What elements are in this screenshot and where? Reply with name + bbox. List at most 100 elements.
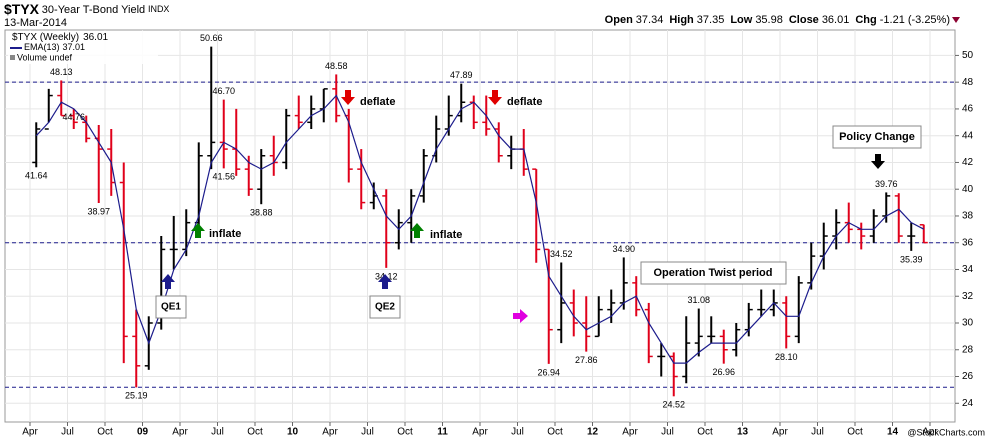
y-tick-label: 38	[962, 211, 974, 222]
point-label: 46.70	[212, 86, 235, 96]
ema-line	[35, 94, 925, 364]
quote: Open 37.34 High 37.35 Low 35.98 Close 36.01 Chg -…	[605, 14, 950, 26]
arrow-down	[871, 154, 885, 169]
quote-label: Close	[789, 14, 819, 26]
y-tick-label: 50	[962, 50, 974, 61]
date: 13-Mar-2014	[4, 17, 67, 29]
point-label: 25.19	[125, 391, 148, 401]
x-tick-label: Oct	[847, 427, 863, 438]
callout-box	[369, 295, 401, 319]
point-label: 41.56	[212, 172, 235, 182]
x-tick-label: Apr	[922, 427, 938, 438]
x-tick-label: Jul	[211, 427, 224, 438]
quote-value: 35.98	[755, 14, 783, 26]
x-tick-label: Jul	[61, 427, 74, 438]
x-tick-label: Jul	[361, 427, 374, 438]
x-tick-label: Oct	[547, 427, 563, 438]
callout: inflate	[430, 229, 462, 241]
exchange: INDX	[148, 4, 170, 14]
x-tick-label: Apr	[622, 427, 638, 438]
callout: QE2	[375, 302, 395, 313]
quote-pct: (-3.25%)	[908, 14, 950, 26]
x-tick-label: 13	[737, 427, 749, 438]
legend-name: EMA(13)	[24, 42, 60, 52]
x-tick-label: Apr	[22, 427, 38, 438]
x-tick-label: 11	[437, 427, 448, 438]
y-tick-label: 40	[962, 184, 974, 195]
arrow-up	[410, 223, 424, 238]
legend-last: 37.01	[63, 42, 86, 52]
point-label: 41.64	[25, 171, 48, 181]
legend-swatch	[10, 55, 15, 60]
arrow-down	[341, 90, 355, 105]
quote-value: -1.21	[880, 14, 905, 26]
arrow-up	[378, 274, 392, 289]
point-label: 34.90	[612, 244, 635, 254]
point-label: 50.66	[200, 33, 223, 43]
legend-name: $TYX (Weekly)	[12, 32, 79, 43]
y-tick-label: 28	[962, 344, 974, 355]
arrow-down	[488, 90, 502, 105]
point-label: 26.96	[712, 367, 735, 377]
y-tick-label: 42	[962, 157, 974, 168]
y-tick-label: 32	[962, 291, 974, 302]
down-triangle	[952, 17, 960, 23]
point-label: 48.58	[325, 61, 348, 71]
callout: QE1	[161, 302, 181, 313]
legend-entry: $TYX (Weekly) 36.01	[12, 32, 109, 43]
arrow-up	[191, 223, 205, 238]
y-tick-label: 46	[962, 104, 974, 115]
x-tick-label: 12	[587, 427, 599, 438]
x-tick-label: Jul	[661, 427, 674, 438]
y-tick-label: 24	[962, 398, 974, 409]
point-label: 34.52	[550, 249, 573, 259]
legend-entry: Volume undef	[17, 52, 73, 62]
x-tick-label: Oct	[247, 427, 263, 438]
x-tick-label: 14	[887, 427, 899, 438]
x-tick-label: Oct	[697, 427, 713, 438]
callout: deflate	[507, 96, 542, 108]
x-tick-label: Oct	[397, 427, 413, 438]
point-label: 28.10	[775, 352, 798, 362]
quote-label: Open	[605, 14, 633, 26]
quote-value: 36.01	[822, 14, 850, 26]
x-tick-label: Apr	[172, 427, 188, 438]
name: 30-Year T-Bond Yield	[42, 4, 145, 16]
x-tick-label: 09	[137, 427, 149, 438]
y-tick-label: 36	[962, 237, 974, 248]
x-tick-label: 10	[287, 427, 299, 438]
callout-box	[640, 261, 787, 285]
arrow-up	[161, 274, 175, 289]
quote-value: 37.34	[636, 14, 664, 26]
x-tick-label: Oct	[97, 427, 113, 438]
callout: inflate	[209, 228, 241, 240]
point-label: 47.89	[450, 70, 473, 80]
point-label: 35.39	[900, 254, 923, 264]
chart-title: $TYX 30-Year T-Bond Yield INDX	[4, 1, 169, 17]
legend-entry: EMA(13) 37.01	[24, 42, 85, 52]
point-label: 39.76	[875, 179, 898, 189]
point-label: 48.13	[50, 67, 73, 77]
y-tick-label: 48	[962, 77, 974, 88]
point-label: 27.86	[575, 355, 598, 365]
y-tick-label: 30	[962, 318, 974, 329]
x-tick-label: Jul	[811, 427, 824, 438]
quote-label: High	[669, 14, 694, 26]
symbol: $TYX	[4, 1, 40, 17]
point-label: 24.52	[662, 400, 685, 410]
quote-label: Chg	[855, 14, 876, 26]
quote-label: Low	[730, 14, 752, 26]
x-tick-label: Apr	[322, 427, 338, 438]
y-tick-label: 26	[962, 371, 974, 382]
point-label: 38.88	[250, 208, 273, 218]
x-tick-label: Apr	[472, 427, 488, 438]
callout: Policy Change	[839, 131, 915, 143]
callout-box	[155, 295, 187, 319]
callout-box	[832, 125, 922, 149]
y-tick-label: 34	[962, 264, 974, 275]
watermark: @StockCharts.com	[907, 427, 985, 437]
arrow-right	[513, 309, 528, 323]
legend-last: 36.01	[83, 32, 108, 43]
x-tick-label: Jul	[511, 427, 524, 438]
